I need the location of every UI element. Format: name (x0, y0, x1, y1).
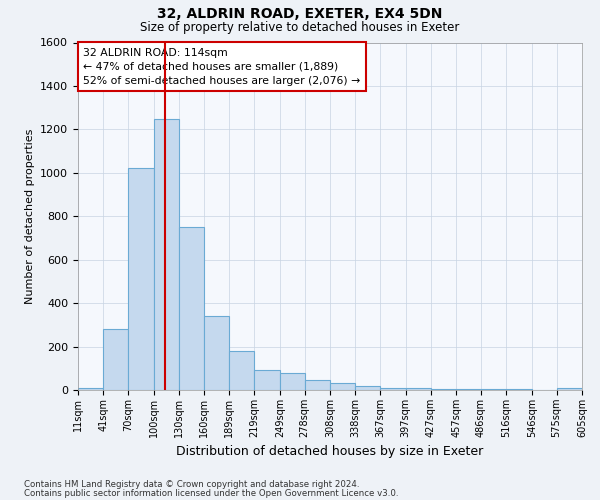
Bar (380, 388, 406, 390)
Text: Contains HM Land Registry data © Crown copyright and database right 2024.: Contains HM Land Registry data © Crown c… (24, 480, 359, 489)
Bar (280, 372, 305, 390)
Bar (406, 388, 431, 390)
Bar (254, 370, 280, 390)
Text: 32 ALDRIN ROAD: 114sqm
← 47% of detached houses are smaller (1,889)
52% of semi-: 32 ALDRIN ROAD: 114sqm ← 47% of detached… (83, 48, 360, 86)
Bar (557, 388, 582, 390)
Text: Size of property relative to detached houses in Exeter: Size of property relative to detached ho… (140, 22, 460, 35)
Bar (205, 316, 229, 390)
Bar (305, 380, 330, 390)
Bar (154, 118, 179, 390)
Bar (330, 384, 355, 390)
Bar (457, 389, 481, 390)
Text: Contains public sector information licensed under the Open Government Licence v3: Contains public sector information licen… (24, 488, 398, 498)
X-axis label: Distribution of detached houses by size in Exeter: Distribution of detached houses by size … (176, 446, 484, 458)
Bar (179, 227, 205, 390)
Bar (355, 386, 380, 390)
Bar (431, 389, 457, 390)
Text: 32, ALDRIN ROAD, EXETER, EX4 5DN: 32, ALDRIN ROAD, EXETER, EX4 5DN (157, 8, 443, 22)
Bar (103, 329, 128, 390)
Bar (229, 351, 254, 390)
Bar (78, 388, 103, 390)
Y-axis label: Number of detached properties: Number of detached properties (25, 128, 35, 304)
Bar (128, 168, 154, 390)
